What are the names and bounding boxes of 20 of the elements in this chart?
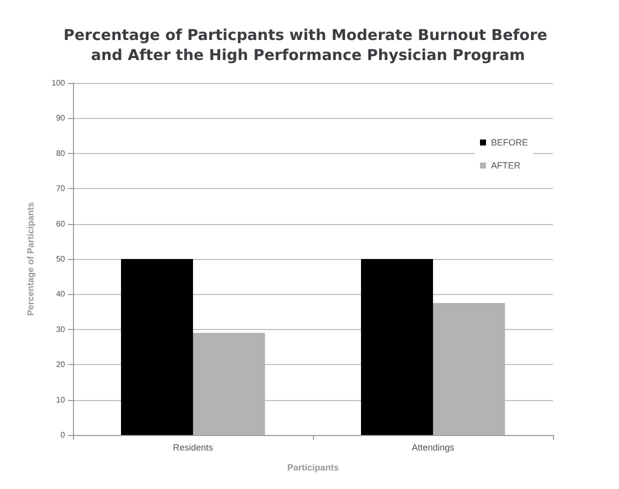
bar (121, 259, 193, 435)
y-tick-label: 60 (56, 219, 66, 228)
y-tick-label: 10 (56, 395, 66, 404)
y-tick-label: 90 (56, 114, 66, 123)
y-tick-label: 70 (56, 184, 66, 194)
bar (361, 259, 433, 435)
y-tick-label: 40 (56, 290, 66, 299)
chart-title: Percentage of Particpants with Moderate Burnout Before and After the High Performance Physician Program (63, 26, 553, 64)
y-tick-label: 50 (56, 254, 66, 264)
y-tick-label: 30 (56, 324, 66, 334)
x-tick-label: Attendings (412, 442, 455, 452)
y-tick-label: 100 (52, 78, 66, 88)
legend-label: AFTER (490, 160, 521, 170)
y-axis-title: Percentage of Participants (26, 202, 36, 316)
legend-label: BEFORE (490, 138, 528, 148)
x-axis-title: Participants (287, 462, 339, 472)
y-tick-label: 20 (56, 360, 66, 370)
y-tick-label: 0 (60, 430, 66, 440)
y-tick-label: 80 (56, 148, 66, 158)
x-tick-label: Residents (172, 442, 214, 452)
